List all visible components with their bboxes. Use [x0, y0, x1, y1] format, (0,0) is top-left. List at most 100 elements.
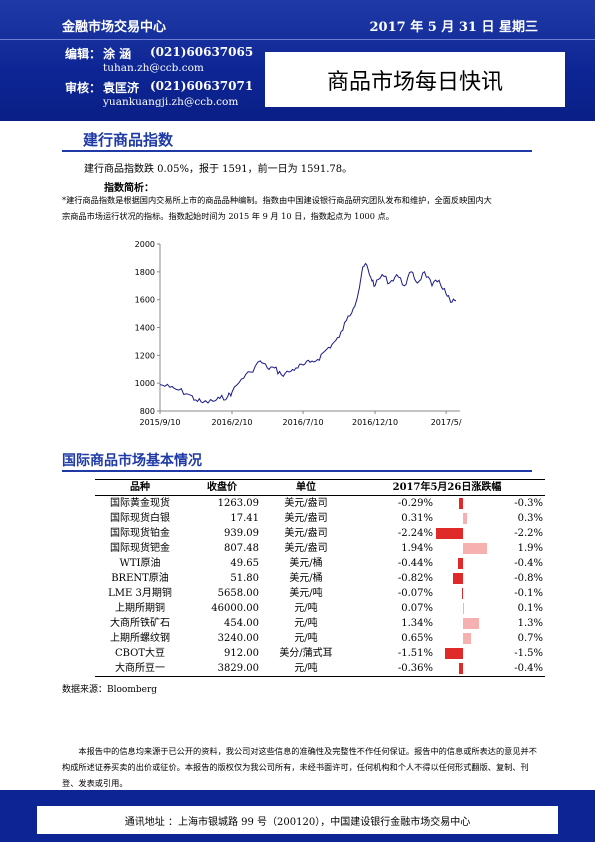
row-change-pct: 0.65%	[401, 632, 433, 644]
row-change-label: 1.3%	[517, 617, 543, 629]
row-name: 大商所铁矿石	[110, 617, 170, 629]
row-change-pct: -1.51%	[397, 647, 433, 659]
data-source: 数据来源：Bloomberg	[62, 685, 158, 695]
row-change-label: 0.7%	[517, 632, 543, 644]
row-change-label: 0.3%	[517, 512, 543, 524]
col-header-name: 品种	[95, 479, 185, 496]
editor-label: 编辑：	[65, 47, 102, 61]
footer-address: 通讯地址 ：上海市银城路 99 号（200120），中国建设银行金融市场交易中心	[37, 806, 558, 834]
row-name: LME 3月期铜	[108, 587, 172, 599]
row-unit: 美元/盎司	[284, 512, 328, 524]
x-tick-label: 2016/7/10	[283, 418, 324, 427]
row-close: 1263.09	[217, 497, 259, 509]
row-change-label: -0.3%	[514, 497, 543, 509]
row-close: 49.65	[230, 557, 259, 569]
row-unit: 元/吨	[294, 662, 318, 674]
row-change-label: 0.1%	[517, 602, 543, 614]
row-name: 国际黄金现货	[110, 497, 170, 509]
index-section-rule	[62, 150, 532, 152]
reviewer-label: 审核：	[65, 81, 102, 95]
row-change-bar-cell	[433, 511, 493, 526]
editor-name: 涂 涵	[103, 47, 132, 61]
y-tick-label: 800	[140, 407, 155, 416]
row-close: 3240.00	[217, 632, 259, 644]
row-change-pct: -0.29%	[397, 497, 433, 509]
row-name: 上期所螺纹钢	[110, 632, 170, 644]
row-change-bar-cell	[433, 616, 493, 631]
row-change-label: 1.9%	[517, 542, 543, 554]
table-row: 上期所螺纹钢 3240.00 元/吨 0.65% 0.7%	[95, 631, 545, 646]
row-name: WTI原油	[119, 557, 161, 569]
row-change-bar	[459, 498, 463, 509]
y-tick-label: 2000	[135, 240, 155, 249]
row-change-bar-cell	[433, 571, 493, 586]
row-change-bar	[463, 513, 467, 524]
row-change-bar-cell	[433, 601, 493, 616]
table-row: 国际现货钯金 807.48 美元/盎司 1.94% 1.9%	[95, 541, 545, 556]
row-name: 国际现货铂金	[110, 527, 170, 539]
table-row: CBOT大豆 912.00 美分/蒲式耳 -1.51% -1.5%	[95, 646, 545, 661]
row-change-bar-cell	[433, 661, 493, 677]
y-tick-label: 1800	[135, 268, 155, 277]
row-change-bar	[435, 528, 463, 539]
index-summary: 建行商品指数跌 0.05%，报于 1591，前一日为 1591.78。	[84, 164, 353, 175]
row-change-bar-cell	[433, 541, 493, 556]
row-change-label: -0.4%	[514, 557, 543, 569]
reviewer-phone: (021)60637071	[150, 79, 254, 93]
row-change-bar-cell	[433, 496, 493, 512]
row-change-bar	[463, 543, 487, 554]
header-divider	[0, 39, 595, 40]
index-section-title: 建行商品指数	[83, 131, 174, 149]
row-unit: 美元/盎司	[284, 497, 328, 509]
row-change-bar	[458, 663, 463, 674]
row-change-pct: -0.36%	[397, 662, 433, 674]
table-row: BRENT原油 51.80 美元/桶 -0.82% -0.8%	[95, 571, 545, 586]
x-axis: 2015/9/10 2016/2/10 2016/7/10 2016/12/10 201…	[139, 410, 462, 427]
col-header-close: 收盘价	[185, 479, 263, 496]
report-title: 商品市场每日快讯	[265, 52, 565, 107]
row-change-bar	[462, 588, 463, 599]
y-axis: 800 1000 1200 1400 1600 1800 2000	[135, 240, 161, 416]
row-change-bar	[463, 618, 480, 629]
y-tick-label: 1600	[135, 296, 155, 305]
row-close: 3829.00	[217, 662, 259, 674]
row-change-label: -0.1%	[514, 587, 543, 599]
reviewer-email: yuankuangji.zh@ccb.com	[103, 96, 239, 108]
row-change-bar-cell	[433, 526, 493, 541]
row-change-pct: 1.94%	[401, 542, 433, 554]
row-close: 5658.00	[217, 587, 259, 599]
row-change-bar	[444, 648, 463, 659]
table-row: 大商所铁矿石 454.00 元/吨 1.34% 1.3%	[95, 616, 545, 631]
row-change-pct: 0.31%	[401, 512, 433, 524]
row-unit: 美分/蒲式耳	[279, 647, 333, 659]
row-unit: 美元/桶	[289, 557, 323, 569]
row-unit: 元/吨	[294, 602, 318, 614]
row-close: 51.80	[230, 572, 259, 584]
row-change-bar-cell	[433, 586, 493, 601]
row-unit: 元/吨	[294, 617, 318, 629]
row-change-bar-cell	[433, 556, 493, 571]
row-change-label: -0.4%	[514, 662, 543, 674]
row-change-pct: -2.24%	[397, 527, 433, 539]
row-change-bar	[453, 573, 463, 584]
row-name: CBOT大豆	[114, 647, 166, 659]
row-change-bar	[463, 633, 471, 644]
row-change-pct: 0.07%	[401, 602, 433, 614]
row-change-label: -1.5%	[514, 647, 543, 659]
row-name: 国际现货白银	[110, 512, 170, 524]
table-row: WTI原油 49.65 美元/桶 -0.44% -0.4%	[95, 556, 545, 571]
intl-section-rule	[62, 470, 532, 472]
table-row: 上期所期铜 46000.00 元/吨 0.07% 0.1%	[95, 601, 545, 616]
reviewer-name: 袁匡济	[103, 81, 140, 95]
row-unit: 美元/盎司	[284, 527, 328, 539]
row-close: 807.48	[224, 542, 259, 554]
row-name: 国际现货钯金	[110, 542, 170, 554]
row-close: 912.00	[224, 647, 259, 659]
editor-phone: (021)60637065	[150, 45, 254, 59]
x-tick-label: 2016/2/10	[211, 418, 252, 427]
col-header-change: 2017年5月26日涨跌幅	[349, 479, 545, 496]
table-row: 国际黄金现货 1263.09 美元/盎司 -0.29% -0.3%	[95, 496, 545, 512]
index-note-line2: 宗商品市场运行状况的指标。指数起始时间为 2015 年 9 月 10 日，指数起…	[62, 211, 394, 221]
row-change-label: -0.8%	[514, 572, 543, 584]
